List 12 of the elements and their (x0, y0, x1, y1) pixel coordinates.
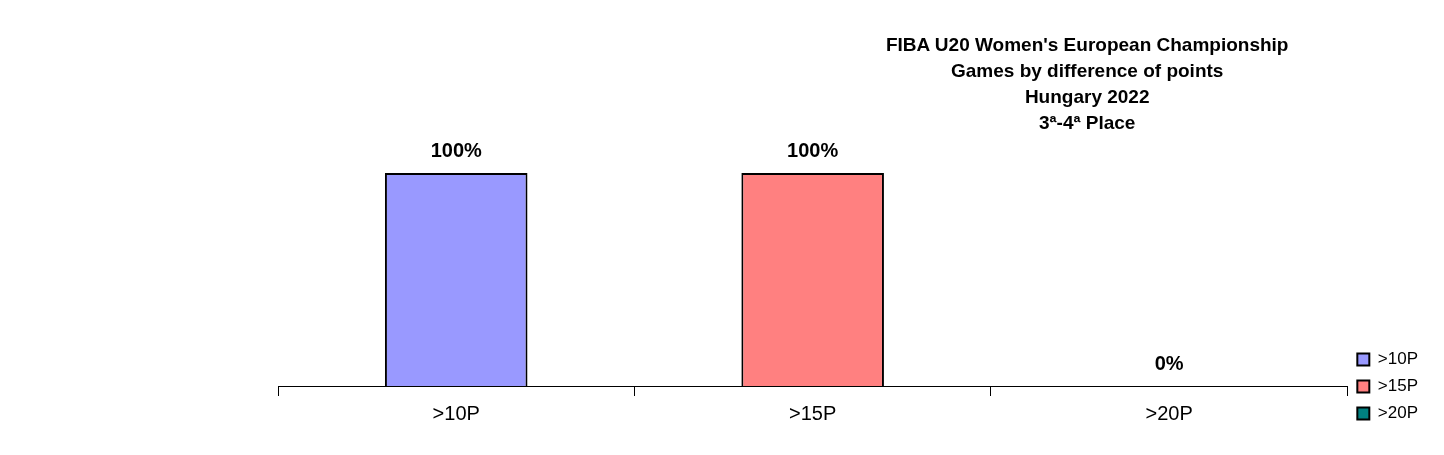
x-tick-label: >20P (1145, 401, 1193, 424)
text: Hungary 2022 (1024, 85, 1150, 107)
legend-label: >10P (1377, 349, 1419, 369)
text: FIBA U20 Women's European Championship (885, 33, 1289, 55)
legend-label: >15P (1377, 376, 1419, 396)
text: 3ª-4ª Place (1038, 111, 1136, 133)
data-label: 100% (430, 138, 483, 161)
data-label: 100% (787, 138, 839, 161)
x-tick-label: >10P (432, 401, 480, 424)
data-label: 0% (1154, 351, 1184, 374)
text: Games by difference of points (951, 59, 1224, 81)
x-tick-label: >15P (789, 401, 837, 424)
